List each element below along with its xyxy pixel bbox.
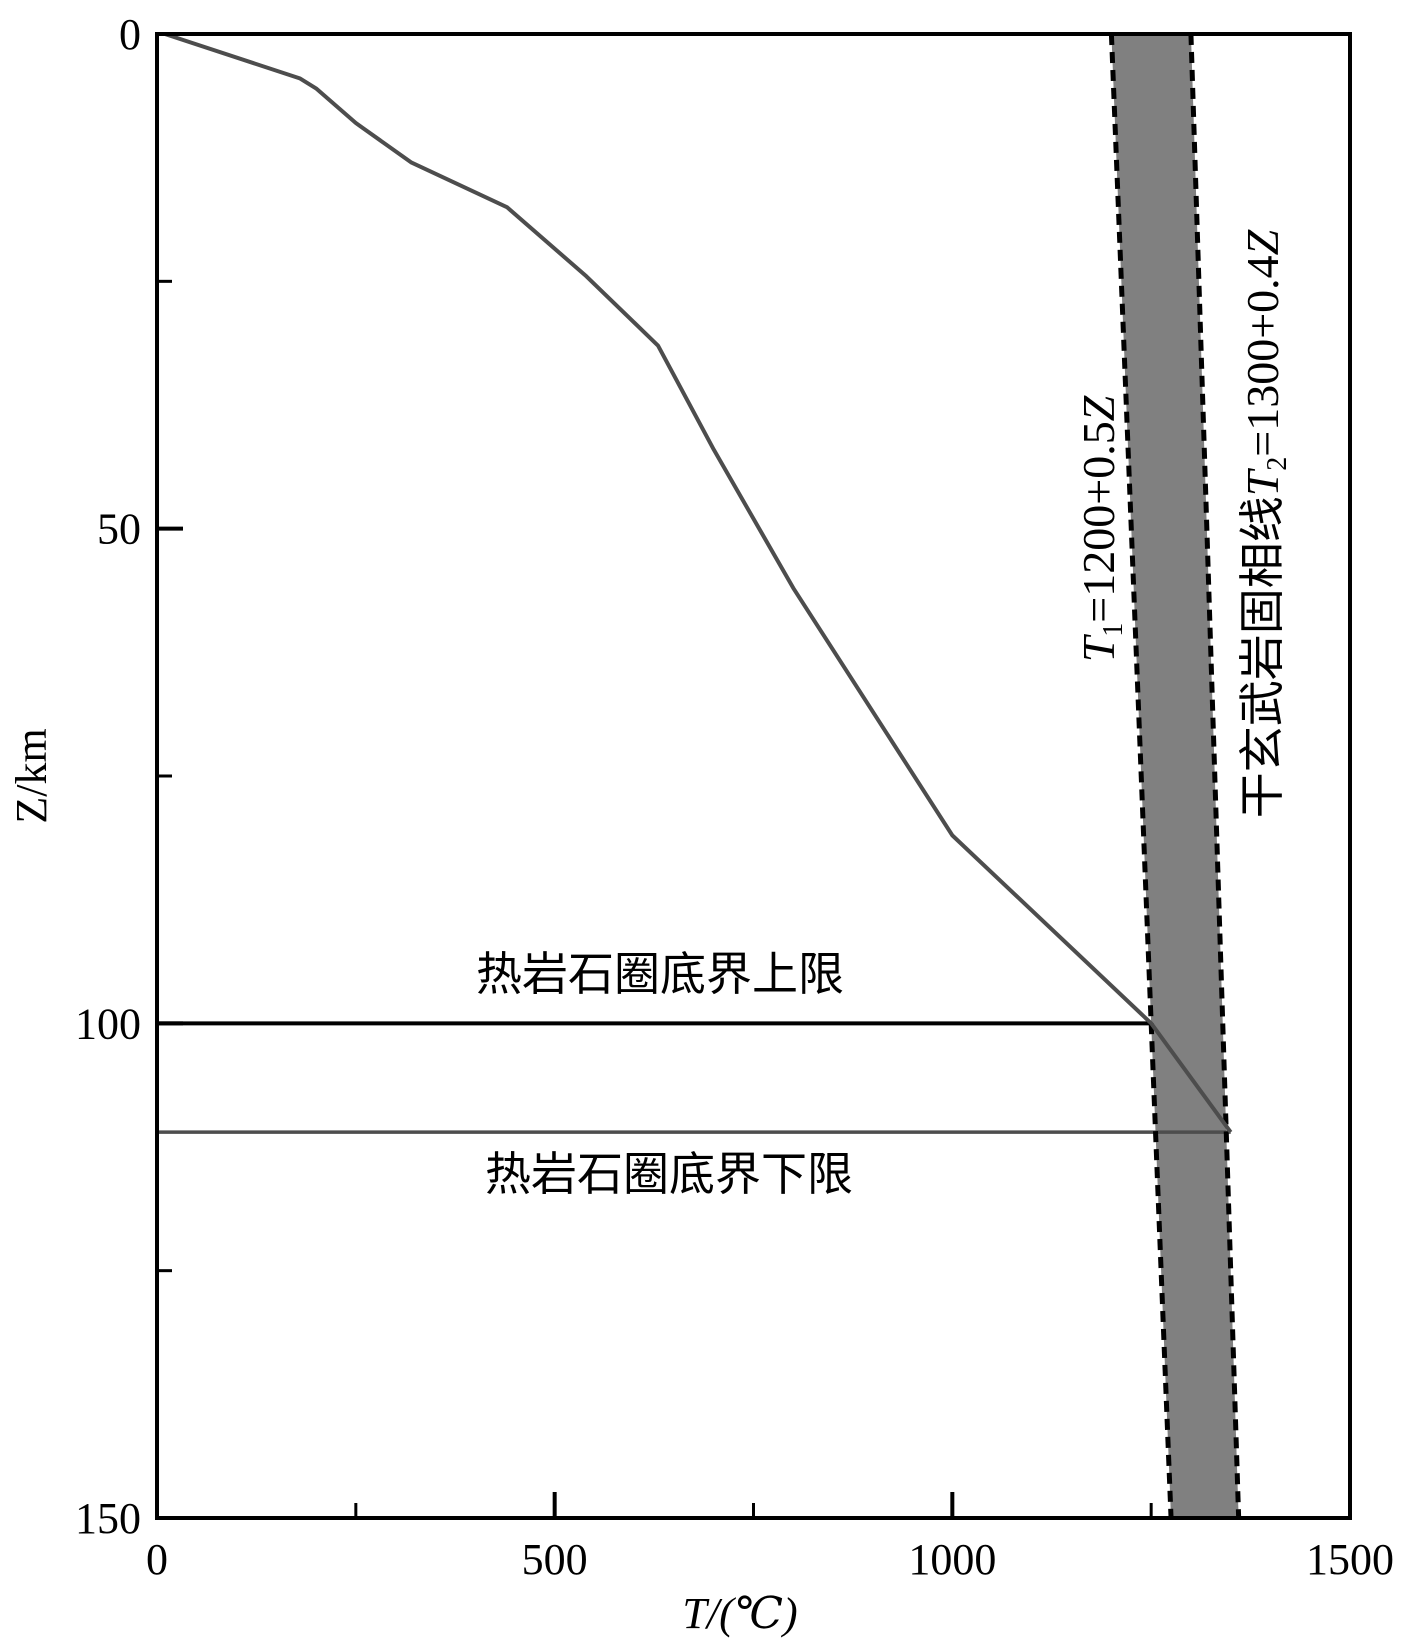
x-tick-label: 0 — [146, 1535, 168, 1584]
solidus-lower-label: T1=1200+0.5Z — [1073, 395, 1129, 662]
y-tick-label: 50 — [97, 505, 141, 554]
y-tick-label: 0 — [119, 10, 141, 59]
y-tick-label: 100 — [75, 999, 141, 1048]
x-tick-label: 500 — [522, 1535, 588, 1584]
solidus-upper-line — [1188, 33, 1242, 1519]
solidus-upper-label: 干玄武岩固相线T2=1300+0.4Z — [1237, 229, 1293, 818]
solidus-band-fill — [1111, 34, 1239, 1518]
geotherm-line — [164, 32, 1233, 1134]
series-layer — [157, 32, 1242, 1519]
boundary-upper-label: 热岩石圈底界上限 — [476, 947, 844, 1001]
solidus-lower-line — [1108, 33, 1174, 1519]
boundary-lower-label: 热岩石圈底界下限 — [485, 1147, 853, 1201]
x-axis-title: T/(℃) — [682, 1589, 797, 1638]
axis-ticks: 0 500 1000 1500 0 50 100 150 — [75, 10, 1394, 1584]
x-tick-label: 1500 — [1306, 1535, 1394, 1584]
y-axis-title: Z/km — [7, 728, 56, 823]
solidus-band — [1111, 34, 1239, 1518]
y-tick-label: 150 — [75, 1494, 141, 1543]
x-tick-label: 1000 — [908, 1535, 996, 1584]
